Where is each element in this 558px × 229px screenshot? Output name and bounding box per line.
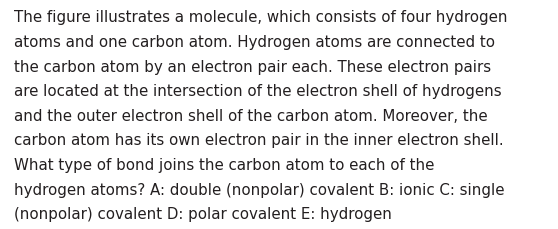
Text: The figure illustrates a molecule, which consists of four hydrogen: The figure illustrates a molecule, which… — [14, 10, 507, 25]
Text: the carbon atom by an electron pair each. These electron pairs: the carbon atom by an electron pair each… — [14, 59, 491, 74]
Text: atoms and one carbon atom. Hydrogen atoms are connected to: atoms and one carbon atom. Hydrogen atom… — [14, 35, 495, 50]
Text: and the outer electron shell of the carbon atom. Moreover, the: and the outer electron shell of the carb… — [14, 108, 488, 123]
Text: What type of bond joins the carbon atom to each of the: What type of bond joins the carbon atom … — [14, 157, 434, 172]
Text: are located at the intersection of the electron shell of hydrogens: are located at the intersection of the e… — [14, 84, 502, 99]
Text: carbon atom has its own electron pair in the inner electron shell.: carbon atom has its own electron pair in… — [14, 133, 503, 148]
Text: hydrogen atoms? A: double (nonpolar) covalent B: ionic C: single: hydrogen atoms? A: double (nonpolar) cov… — [14, 182, 504, 197]
Text: (nonpolar) covalent D: polar covalent E: hydrogen: (nonpolar) covalent D: polar covalent E:… — [14, 206, 392, 221]
